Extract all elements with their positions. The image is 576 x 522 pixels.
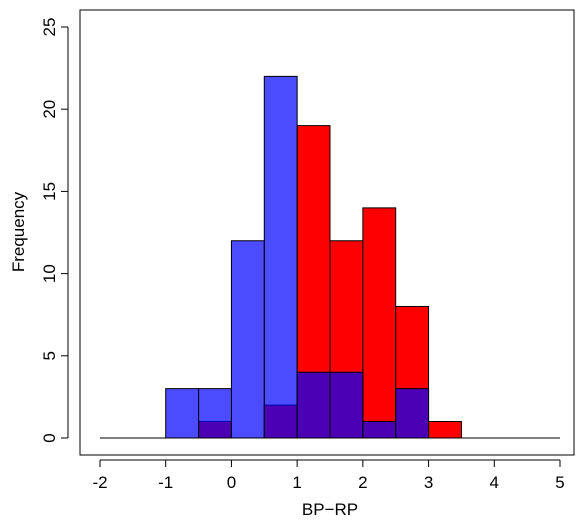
bar <box>362 421 397 439</box>
x-tick-label: 0 <box>227 473 236 492</box>
bar <box>296 371 331 439</box>
y-tick-label: 0 <box>40 433 59 442</box>
bar <box>198 388 232 439</box>
x-tick-label: 2 <box>358 473 367 492</box>
y-axis-label: Frequency <box>9 191 28 272</box>
x-tick-label: 1 <box>292 473 301 492</box>
bar <box>165 388 200 439</box>
y-tick-label: 25 <box>40 18 59 37</box>
x-axis-label: BP−RP <box>302 500 358 519</box>
bar <box>263 75 298 439</box>
y-tick-label: 10 <box>40 264 59 283</box>
x-tick-label: -1 <box>158 473 173 492</box>
bar <box>329 371 364 439</box>
bar <box>428 421 462 439</box>
x-tick-label: 4 <box>490 473 499 492</box>
bar <box>395 388 430 439</box>
y-tick-label: 20 <box>40 100 59 119</box>
x-tick-label: 5 <box>555 473 564 492</box>
bar <box>230 240 265 439</box>
bar <box>362 207 397 439</box>
y-tick-label: 15 <box>40 182 59 201</box>
x-tick-label: 3 <box>424 473 433 492</box>
x-tick-label: -2 <box>92 473 107 492</box>
y-tick-label: 5 <box>40 351 59 360</box>
plot-box <box>79 9 575 456</box>
